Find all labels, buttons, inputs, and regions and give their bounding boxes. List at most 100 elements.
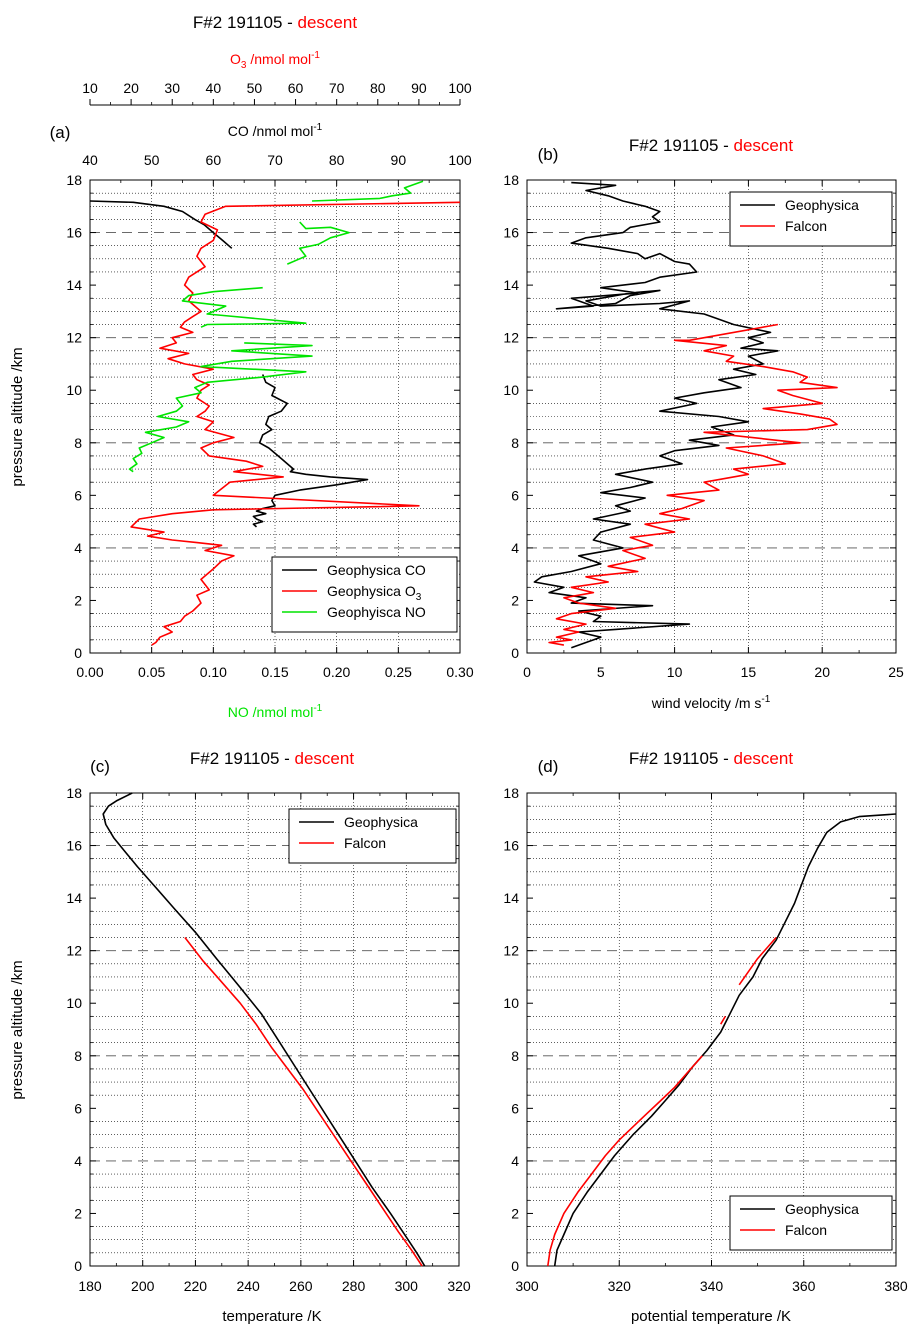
x-tick-label: 0.00 — [76, 664, 103, 680]
y-tick-label: 10 — [66, 382, 82, 398]
panel-c-series-geophysica — [102, 792, 426, 1267]
y-tick-label: 6 — [74, 1100, 82, 1116]
x-tick-label: 380 — [884, 1278, 908, 1294]
panel-d-frame — [526, 792, 897, 1267]
panel-b-legend: Geophysica Falcon — [729, 191, 893, 247]
o3-tick-label: 70 — [329, 80, 345, 96]
co-tick-label: 70 — [267, 152, 283, 168]
co-tick-label: 80 — [329, 152, 345, 168]
x-tick-label: 260 — [289, 1278, 313, 1294]
legend-label: Geophysica — [785, 197, 859, 213]
x-tick-label: 200 — [131, 1278, 155, 1294]
panel-d-legend: Geophysica Falcon — [729, 1195, 893, 1251]
co-tick-label: 100 — [448, 152, 472, 168]
co-tick-label: 90 — [391, 152, 407, 168]
o3-tick-label: 50 — [247, 80, 263, 96]
o3-tick-label: 60 — [288, 80, 304, 96]
y-tick-label: 2 — [74, 1205, 82, 1221]
panel-d-xlabel: potential temperature /K — [631, 1308, 791, 1325]
x-tick-label: 10 — [667, 664, 683, 680]
y-tick-label: 4 — [74, 540, 82, 556]
y-tick-label: 0 — [74, 1258, 82, 1274]
x-tick-label: 340 — [700, 1278, 724, 1294]
y-tick-label: 10 — [503, 995, 519, 1011]
y-tick-label: 4 — [511, 540, 519, 556]
x-tick-label: 360 — [792, 1278, 816, 1294]
x-tick-label: 220 — [184, 1278, 208, 1294]
panel-c-letter: (c) — [90, 757, 110, 776]
y-tick-label: 12 — [503, 943, 519, 959]
x-tick-label: 280 — [342, 1278, 366, 1294]
legend-label: Geophysica O3 — [327, 583, 422, 603]
panel-c-legend: Geophysica Falcon — [288, 808, 457, 864]
panel-c-ylabel: pressure altitude /km — [9, 960, 26, 1099]
y-tick-label: 12 — [503, 330, 519, 346]
y-tick-label: 16 — [503, 225, 519, 241]
panel-d-letter: (d) — [538, 757, 559, 776]
o3-tick-label: 100 — [448, 80, 472, 96]
legend-box — [729, 1195, 893, 1251]
y-tick-label: 8 — [511, 1048, 519, 1064]
o3-axis-label: O3 /nmol mol-1 — [230, 50, 320, 71]
panel-a-series-geophyisca-no — [181, 286, 307, 328]
x-tick-label: 320 — [608, 1278, 632, 1294]
y-tick-label: 2 — [511, 1205, 519, 1221]
y-tick-label: 18 — [503, 785, 519, 801]
x-tick-label: 0.15 — [261, 664, 288, 680]
x-tick-label: 240 — [236, 1278, 260, 1294]
legend-label: Geophysica CO — [327, 562, 426, 578]
y-tick-label: 14 — [66, 890, 82, 906]
panel-b-xlabel: wind velocity /m s-1 — [651, 694, 771, 711]
no-axis-label: NO /nmol mol-1 — [228, 703, 323, 720]
x-tick-label: 180 — [78, 1278, 102, 1294]
y-tick-label: 18 — [503, 172, 519, 188]
panel-a-frame — [89, 179, 461, 654]
panel-a-series-geophysica-co — [89, 200, 233, 249]
panel-d-title: F#2 191105 - descent — [629, 749, 793, 768]
panel-b-series-geophysica — [533, 181, 779, 649]
x-tick-label: 0.30 — [446, 664, 473, 680]
o3-tick-label: 30 — [164, 80, 180, 96]
y-tick-label: 12 — [66, 943, 82, 959]
panel-a-series-geophyisca-no — [128, 342, 313, 473]
y-tick-label: 4 — [511, 1153, 519, 1169]
y-tick-label: 16 — [503, 838, 519, 854]
panel-c-plot-border — [89, 792, 460, 1267]
legend-label: Geophysica — [344, 814, 418, 830]
y-tick-label: 8 — [511, 435, 519, 451]
y-tick-label: 6 — [74, 487, 82, 503]
panel-b-series-falcon — [548, 323, 838, 646]
y-tick-label: 6 — [511, 1100, 519, 1116]
co-tick-label: 50 — [144, 152, 160, 168]
panel-b-title: F#2 191105 - descent — [629, 136, 793, 155]
panel-a-series-geophysica-co — [252, 374, 369, 528]
x-tick-label: 0.20 — [323, 664, 350, 680]
x-tick-label: 0.25 — [385, 664, 412, 680]
o3-tick-label: 20 — [123, 80, 139, 96]
x-tick-label: 25 — [888, 664, 904, 680]
x-tick-label: 0 — [523, 664, 531, 680]
y-tick-label: 14 — [503, 890, 519, 906]
co-axis-label: CO /nmol mol-1 — [228, 122, 323, 139]
y-tick-label: 8 — [74, 435, 82, 451]
y-tick-label: 8 — [74, 1048, 82, 1064]
legend-box — [288, 808, 457, 864]
panel-a-ylabel: pressure altitude /km — [9, 347, 26, 486]
o3-tick-label: 40 — [206, 80, 222, 96]
x-tick-label: 300 — [395, 1278, 419, 1294]
o3-tick-label: 90 — [411, 80, 427, 96]
panel-b-letter: (b) — [538, 145, 559, 164]
o3-tick-label: 80 — [370, 80, 386, 96]
x-tick-label: 0.10 — [200, 664, 227, 680]
co-tick-label: 60 — [206, 152, 222, 168]
y-tick-label: 14 — [66, 277, 82, 293]
x-tick-label: 320 — [447, 1278, 471, 1294]
legend-label: Falcon — [785, 1222, 827, 1238]
panel-a-letter: (a) — [50, 123, 71, 142]
y-tick-label: 12 — [66, 330, 82, 346]
co-tick-label: 40 — [82, 152, 98, 168]
y-tick-label: 14 — [503, 277, 519, 293]
y-tick-label: 16 — [66, 838, 82, 854]
panel-d-series-falcon — [738, 936, 777, 986]
